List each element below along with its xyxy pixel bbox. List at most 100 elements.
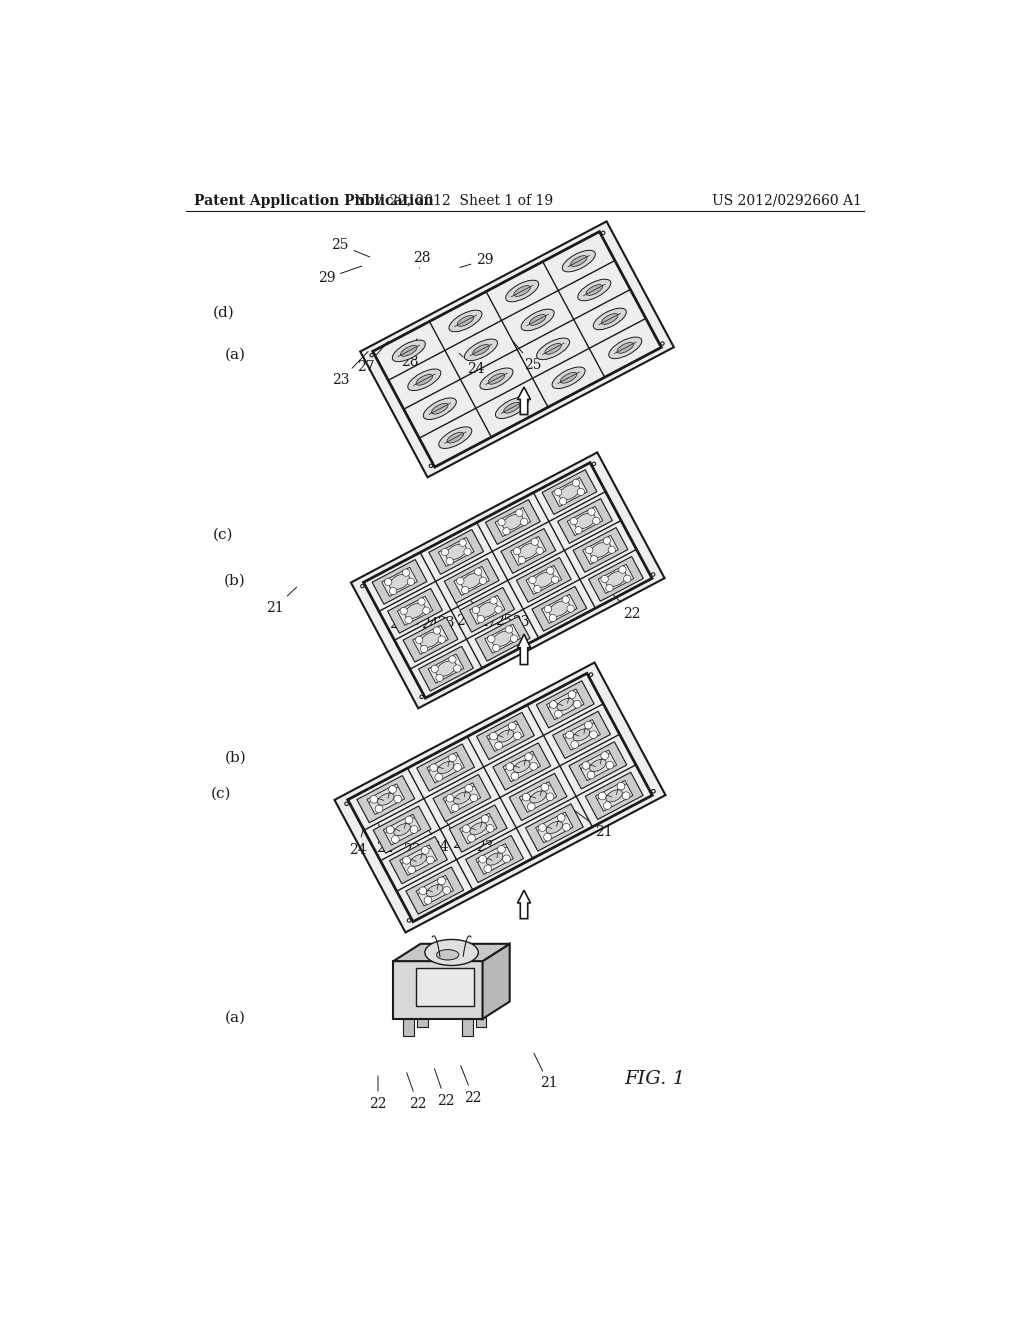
Circle shape [531, 539, 539, 545]
Ellipse shape [590, 543, 610, 557]
Polygon shape [501, 528, 556, 573]
Circle shape [601, 752, 608, 759]
Circle shape [442, 887, 451, 894]
Polygon shape [454, 566, 489, 595]
Text: 23: 23 [332, 351, 368, 387]
Circle shape [585, 721, 592, 729]
Circle shape [468, 834, 475, 842]
Bar [417, 1010, 428, 1027]
Text: 24: 24 [421, 603, 438, 631]
Text: 22: 22 [376, 824, 393, 854]
Circle shape [454, 665, 461, 672]
Ellipse shape [436, 949, 459, 960]
Circle shape [510, 635, 517, 643]
Ellipse shape [590, 759, 606, 771]
Circle shape [534, 586, 541, 593]
Circle shape [589, 673, 593, 676]
Circle shape [527, 803, 536, 810]
Polygon shape [583, 536, 618, 565]
Polygon shape [367, 784, 404, 814]
Polygon shape [511, 536, 546, 565]
Circle shape [590, 731, 597, 738]
Polygon shape [443, 783, 480, 813]
Polygon shape [373, 807, 431, 853]
Polygon shape [388, 589, 442, 634]
Text: US 2012/0292660 A1: US 2012/0292660 A1 [712, 194, 861, 207]
Circle shape [489, 597, 498, 605]
Circle shape [394, 795, 401, 803]
Text: 29: 29 [317, 267, 361, 285]
Polygon shape [397, 597, 433, 626]
Polygon shape [536, 812, 573, 842]
Ellipse shape [420, 632, 440, 647]
Text: 25: 25 [513, 342, 542, 372]
Circle shape [472, 606, 479, 614]
Circle shape [598, 792, 606, 800]
Circle shape [587, 771, 595, 779]
Text: 21: 21 [534, 1053, 557, 1090]
Circle shape [360, 585, 364, 587]
Circle shape [592, 462, 596, 466]
Ellipse shape [392, 341, 425, 362]
Circle shape [522, 793, 530, 801]
Polygon shape [466, 836, 523, 883]
Circle shape [402, 569, 410, 577]
Polygon shape [553, 711, 610, 759]
Circle shape [546, 793, 554, 801]
Polygon shape [503, 751, 541, 781]
Ellipse shape [593, 308, 627, 330]
Circle shape [470, 795, 478, 801]
Text: 23: 23 [436, 601, 455, 630]
Ellipse shape [438, 426, 472, 449]
Polygon shape [516, 557, 571, 602]
Circle shape [541, 783, 549, 791]
Ellipse shape [534, 572, 554, 587]
Circle shape [386, 826, 394, 834]
Ellipse shape [426, 884, 443, 896]
Ellipse shape [608, 337, 642, 359]
Circle shape [574, 527, 583, 533]
Circle shape [578, 488, 585, 495]
Ellipse shape [586, 285, 602, 296]
Polygon shape [413, 626, 449, 655]
Circle shape [555, 488, 562, 496]
Ellipse shape [389, 574, 410, 590]
Circle shape [544, 833, 552, 841]
Circle shape [449, 656, 456, 663]
Text: 22: 22 [461, 1065, 482, 1105]
Circle shape [508, 722, 516, 730]
Polygon shape [531, 586, 587, 631]
Ellipse shape [465, 339, 498, 360]
Circle shape [408, 919, 411, 923]
Polygon shape [558, 499, 612, 544]
Polygon shape [517, 634, 530, 664]
Circle shape [406, 816, 413, 824]
Ellipse shape [514, 285, 530, 297]
Ellipse shape [529, 791, 547, 803]
Text: 22: 22 [434, 1069, 455, 1107]
Circle shape [529, 763, 538, 770]
Ellipse shape [447, 432, 464, 444]
Circle shape [446, 557, 454, 565]
Circle shape [570, 741, 579, 748]
Circle shape [503, 855, 510, 863]
Circle shape [391, 836, 399, 843]
Polygon shape [450, 805, 507, 853]
Circle shape [623, 792, 630, 800]
Circle shape [511, 772, 519, 780]
Circle shape [660, 342, 665, 346]
Text: 27: 27 [389, 606, 407, 631]
Polygon shape [416, 969, 474, 1006]
Polygon shape [428, 655, 464, 684]
Polygon shape [444, 558, 499, 603]
Polygon shape [519, 781, 557, 812]
Circle shape [462, 586, 469, 594]
Circle shape [557, 814, 565, 821]
Circle shape [420, 696, 423, 698]
Ellipse shape [454, 792, 470, 804]
Circle shape [385, 578, 392, 586]
Ellipse shape [549, 601, 569, 616]
Circle shape [402, 857, 411, 865]
Circle shape [524, 752, 532, 760]
Ellipse shape [493, 631, 513, 647]
